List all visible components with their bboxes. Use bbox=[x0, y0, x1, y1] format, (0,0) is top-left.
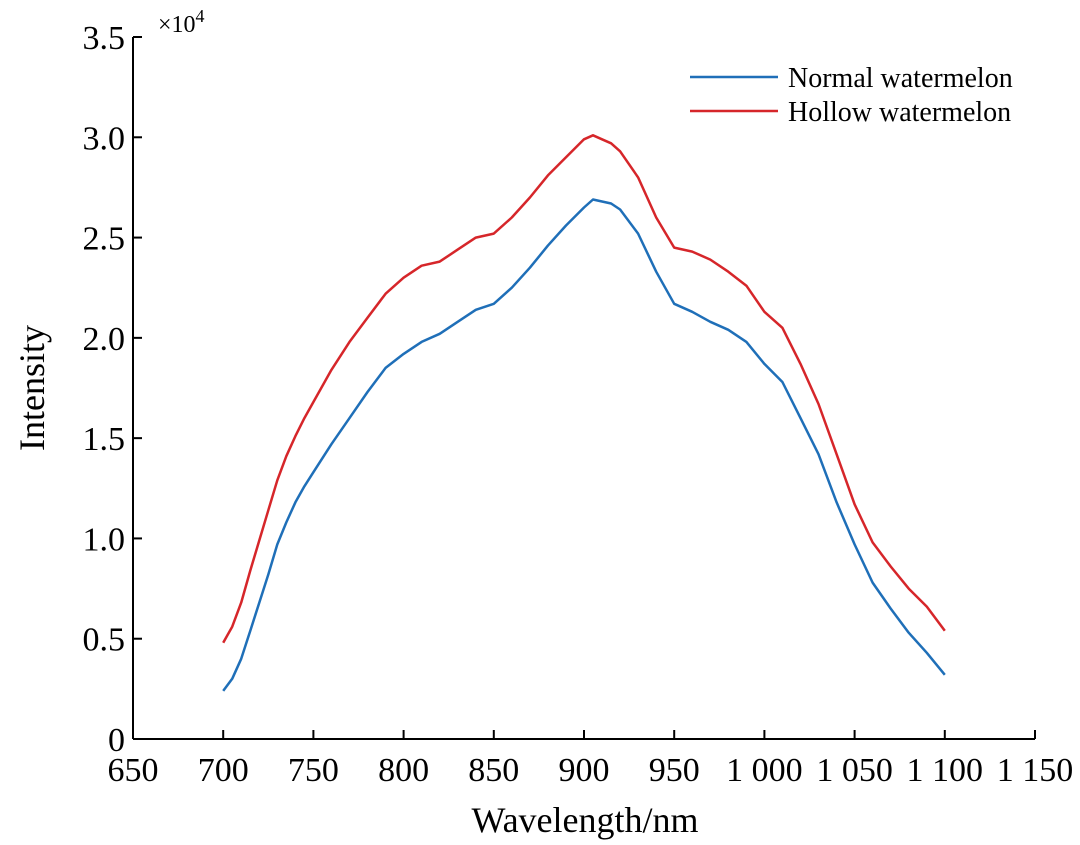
x-tick-label: 950 bbox=[649, 752, 700, 789]
legend-label-normal: Normal watermelon bbox=[788, 63, 1013, 94]
y-axis-title: Intensity bbox=[12, 325, 52, 451]
x-tick-label: 800 bbox=[378, 752, 429, 789]
y-axis-multiplier: ×104 bbox=[158, 6, 205, 38]
series-line-hollow-watermelon bbox=[222, 134, 946, 644]
x-tick-label: 750 bbox=[288, 752, 339, 789]
y-tick-label: 3.0 bbox=[83, 120, 126, 157]
x-tick-label: 1 000 bbox=[726, 752, 803, 789]
y-tick-label: 2.0 bbox=[83, 321, 126, 358]
legend: Normal watermelon Hollow watermelon bbox=[690, 63, 1013, 128]
x-tick-label: 1 100 bbox=[907, 752, 984, 789]
axes bbox=[132, 37, 1035, 740]
series-line-normal-watermelon bbox=[222, 198, 946, 692]
ticks: 0 0.5 1.0 1.5 2.0 2.5 3.0 3.5 650 700 750 800 850 900… bbox=[83, 20, 1074, 789]
y-tick-label: 2.5 bbox=[83, 221, 126, 258]
x-tick-label: 700 bbox=[198, 752, 249, 789]
y-tick-label: 1.0 bbox=[83, 521, 126, 558]
x-tick-label: 900 bbox=[559, 752, 610, 789]
x-tick-label: 650 bbox=[108, 752, 159, 789]
x-tick-label: 1 050 bbox=[816, 752, 893, 789]
y-tick-label: 3.5 bbox=[83, 20, 126, 57]
y-tick-label: 0 bbox=[108, 722, 125, 759]
y-tick-label: 1.5 bbox=[83, 421, 126, 458]
legend-label-hollow: Hollow watermelon bbox=[788, 97, 1011, 128]
y-tick-label: 0.5 bbox=[83, 622, 126, 659]
series bbox=[222, 134, 946, 692]
x-tick-label: 850 bbox=[468, 752, 519, 789]
x-tick-label: 1 150 bbox=[997, 752, 1074, 789]
x-axis-title: Wavelength/nm bbox=[471, 800, 698, 840]
